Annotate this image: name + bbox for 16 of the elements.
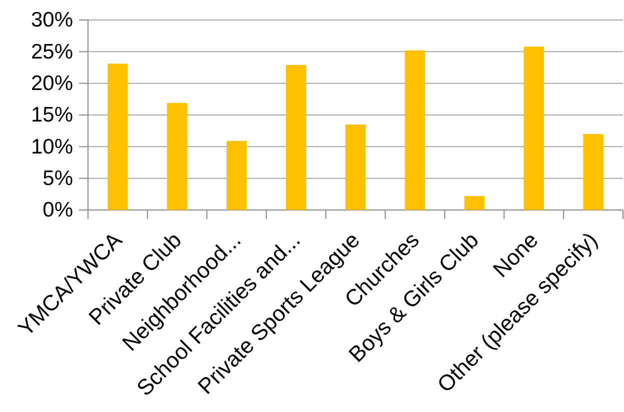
bar (286, 64, 306, 210)
bar (404, 50, 426, 210)
y-tick-label: 20% (30, 72, 73, 96)
bar (108, 64, 128, 210)
bar (464, 196, 484, 210)
y-tick-label: 25% (30, 40, 73, 64)
bar (167, 102, 188, 210)
y-tick-label: 0% (42, 198, 73, 222)
y-tick-label: 5% (42, 167, 73, 190)
y-tick-label: 10% (30, 135, 73, 158)
y-tick-label: 30% (30, 8, 73, 32)
bar (226, 140, 247, 210)
bar (345, 124, 366, 210)
bar (524, 46, 544, 210)
y-tick-label: 15% (30, 104, 73, 127)
bar (583, 134, 604, 210)
